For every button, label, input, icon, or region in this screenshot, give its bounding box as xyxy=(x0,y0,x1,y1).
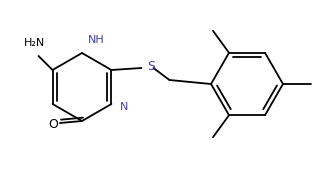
Text: H₂N: H₂N xyxy=(24,38,45,48)
Text: S: S xyxy=(147,61,156,73)
Text: O: O xyxy=(48,118,58,132)
Text: N: N xyxy=(119,102,128,112)
Text: NH: NH xyxy=(88,35,105,45)
